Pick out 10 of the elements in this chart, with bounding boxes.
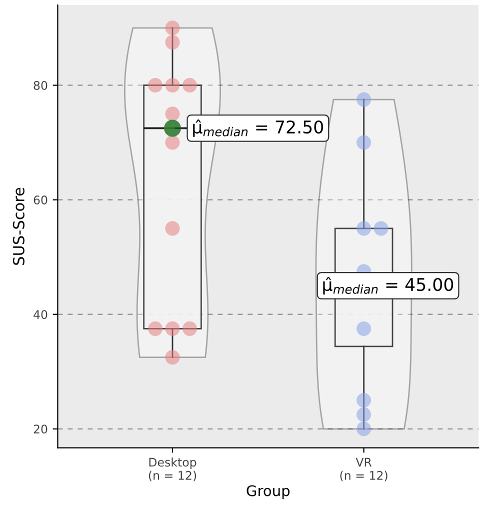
y-tick-label: 40 — [34, 310, 48, 320]
y-tick-label: 20 — [34, 424, 48, 434]
x-tick-label: VR (n = 12) — [340, 458, 388, 482]
annotation: μ̂$_{median}$ = 45.00 — [323, 276, 454, 294]
x-tick-label: Desktop (n = 12) — [148, 458, 196, 482]
y-tick-label: 80 — [34, 80, 48, 90]
y-tick-label: 60 — [34, 196, 48, 204]
y-axis-title: SUS-Score — [12, 188, 24, 265]
annotation: μ̂$_{median}$ = 72.50 — [193, 119, 324, 137]
x-axis-title: Group — [246, 485, 290, 500]
